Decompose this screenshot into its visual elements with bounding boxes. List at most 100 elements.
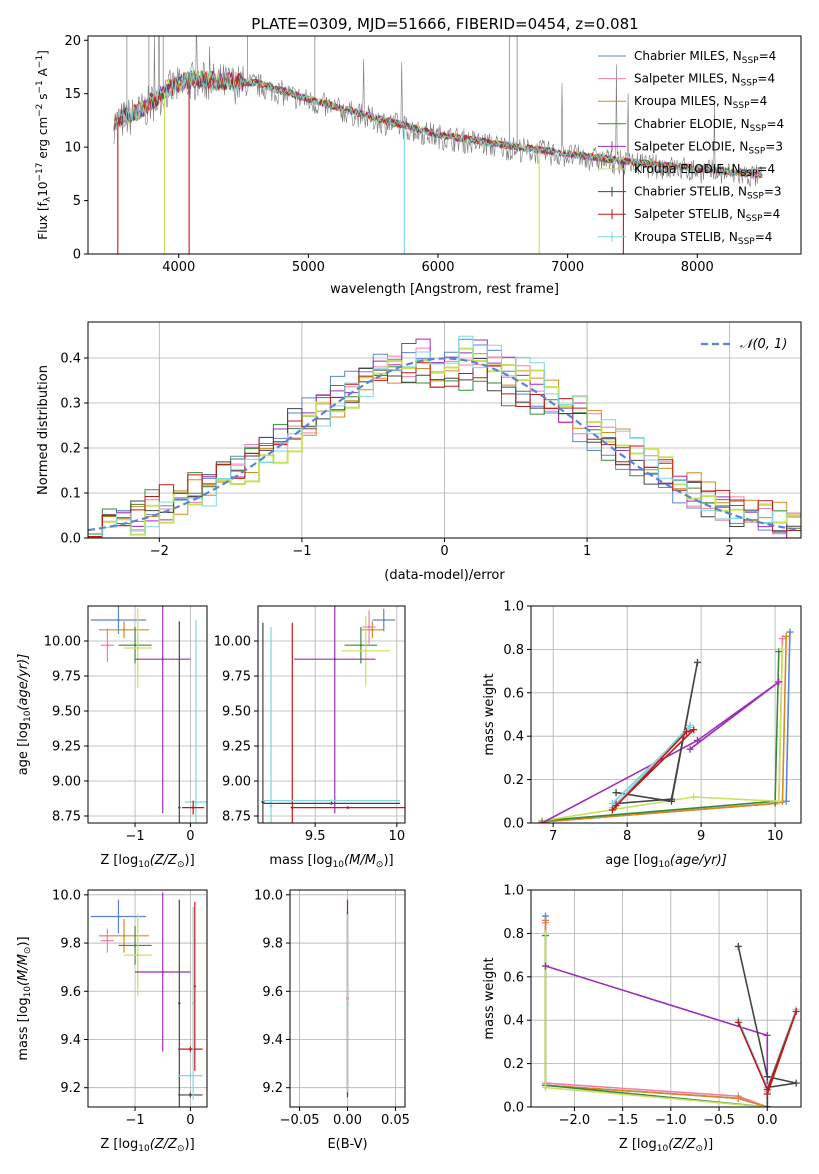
x-axis-label: Z [log10(Z/Z⊙)] bbox=[619, 1137, 713, 1154]
y-tick-label: 9.2 bbox=[60, 1081, 81, 1096]
x-tick-label: 7 bbox=[549, 829, 557, 844]
weight-marker bbox=[541, 929, 549, 937]
histogram-kroupa_elodie bbox=[88, 347, 801, 538]
y-tick-label: 9.4 bbox=[60, 1033, 81, 1048]
label-part: erg cm bbox=[36, 117, 50, 163]
label-part: =4 bbox=[750, 94, 768, 108]
weight-marker bbox=[775, 797, 783, 805]
y-tick-label: 0.4 bbox=[503, 730, 524, 745]
y-axis-label: Flux [fλ10−17 erg cm−2 s−1 A−1] bbox=[35, 50, 53, 240]
weight-marker bbox=[682, 728, 690, 736]
residuals-plot-area bbox=[88, 335, 801, 538]
y-tick-label: 9.6 bbox=[262, 985, 283, 1000]
label-part: Z [log bbox=[619, 1137, 657, 1152]
label-part: mass [log bbox=[269, 853, 332, 868]
normal-curve bbox=[88, 357, 799, 532]
histogram-salpeter_stelib bbox=[88, 362, 801, 537]
axes-frame bbox=[87, 889, 208, 1108]
weight-line-kroupa_miles bbox=[542, 636, 787, 823]
label-part: −2 bbox=[35, 104, 45, 117]
data-point bbox=[178, 806, 181, 809]
data-point bbox=[191, 1002, 195, 1005]
data-point bbox=[382, 618, 385, 622]
label-part: )] bbox=[703, 1137, 713, 1152]
data-point bbox=[178, 1002, 181, 1005]
label-part: 10 bbox=[657, 1144, 669, 1154]
data-point bbox=[367, 625, 371, 629]
y-tick-label: 10.00 bbox=[214, 635, 251, 650]
y-tick-label: 9.00 bbox=[52, 775, 81, 790]
x-tick-label: 7000 bbox=[551, 260, 584, 275]
data-point bbox=[133, 644, 137, 647]
x-tick-label: 0 bbox=[440, 544, 448, 559]
legend-label: Salpeter ELODIE, NSSP=3 bbox=[634, 139, 783, 156]
label-part: ⊙ bbox=[695, 1144, 703, 1154]
data-point bbox=[189, 1074, 192, 1077]
weight-marker bbox=[734, 942, 742, 950]
y-tick-label: 1.0 bbox=[503, 600, 524, 615]
y-tick-label: 1.0 bbox=[503, 884, 524, 899]
y-tick-label: 20 bbox=[64, 34, 81, 49]
y-tick-label: 0.2 bbox=[503, 773, 524, 788]
y-tick-label: 8.75 bbox=[222, 810, 251, 825]
weight-marker bbox=[763, 1090, 771, 1098]
label-part: λ bbox=[43, 196, 53, 202]
legend-label: Salpeter MILES, NSSP=4 bbox=[634, 72, 775, 89]
data-point bbox=[269, 805, 273, 808]
data-point bbox=[330, 802, 333, 805]
y-tick-label: 9.75 bbox=[222, 670, 251, 685]
y-tick-label: 0.0 bbox=[60, 532, 81, 547]
x-tick-label: 8000 bbox=[681, 260, 714, 275]
residuals-panel: −2 −1 0 1 2 0.0 0.1 0.2 0.3 0.4 (data-model)/error… bbox=[36, 321, 802, 583]
x-tick-label: 0.0 bbox=[757, 1113, 778, 1128]
label-part: SSP bbox=[750, 124, 767, 134]
data-point bbox=[333, 658, 336, 661]
x-tick-label: 0 bbox=[186, 829, 194, 844]
label-part: SSP bbox=[748, 146, 765, 156]
weight-marker bbox=[763, 1103, 771, 1107]
legend-label: Salpeter STELIB, NSSP=4 bbox=[634, 207, 780, 224]
label-part: )] bbox=[185, 853, 195, 868]
y-tick-label: 9.25 bbox=[222, 740, 251, 755]
x-tick-label: 9.5 bbox=[305, 829, 326, 844]
weight-marker bbox=[541, 1083, 549, 1091]
data-point bbox=[364, 649, 367, 652]
data-point bbox=[191, 806, 195, 809]
label-part: (age/yr)] bbox=[16, 654, 31, 711]
mass_vs_Z-panel: −1 09.29.49.69.810.0Z [log10(Z/Z⊙)]mass [… bbox=[16, 888, 208, 1154]
label-part: −1 bbox=[35, 80, 45, 93]
weight-marker bbox=[792, 1008, 800, 1016]
x-tick-label: 0.05 bbox=[381, 1113, 410, 1128]
weight-marker bbox=[686, 724, 694, 732]
label-part: =4 bbox=[757, 162, 775, 176]
data-spectrum-line bbox=[113, 36, 763, 188]
label-part: =4 bbox=[757, 72, 775, 86]
weight-marker bbox=[608, 799, 616, 807]
weight-marker bbox=[538, 819, 546, 823]
label-part: Salpeter MILES, N bbox=[634, 72, 741, 86]
x-tick-label: 10 bbox=[767, 829, 784, 844]
legend-label: 𝒩(0, 1) bbox=[740, 337, 787, 352]
label-part: ⊙ bbox=[177, 860, 185, 870]
histogram-salpeter_elodie bbox=[88, 338, 801, 538]
weight-marker bbox=[763, 1031, 771, 1039]
label-part: ⊙ bbox=[177, 1144, 185, 1154]
legend-label: Kroupa STELIB, NSSP=4 bbox=[634, 230, 772, 247]
legend-label: Chabrier STELIB, NSSP=3 bbox=[634, 185, 782, 202]
label-part: =4 bbox=[763, 207, 781, 221]
weight-marker bbox=[690, 793, 698, 801]
y-axis-label: age [log10(age/yr)] bbox=[16, 654, 33, 776]
weight_vs_age-plot-area bbox=[538, 628, 794, 823]
weight-marker bbox=[792, 1079, 800, 1087]
y-tick-label: 5 bbox=[73, 194, 81, 209]
y-tick-label: 0.2 bbox=[60, 442, 81, 457]
y-tick-label: 9.4 bbox=[262, 1033, 283, 1048]
x-tick-label: −2.0 bbox=[559, 1113, 591, 1128]
x-axis-label: mass [log10(M/M⊙)] bbox=[269, 853, 393, 870]
label-part: )] bbox=[185, 1137, 195, 1152]
label-part: =4 bbox=[755, 230, 773, 244]
x-tick-label: 6000 bbox=[421, 260, 454, 275]
data-point bbox=[133, 944, 137, 947]
